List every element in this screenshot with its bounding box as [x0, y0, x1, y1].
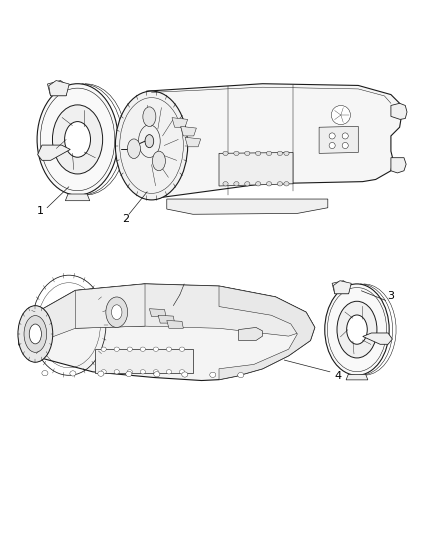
Ellipse shape — [238, 373, 244, 378]
Ellipse shape — [53, 105, 102, 174]
Ellipse shape — [182, 372, 188, 377]
Text: 4: 4 — [334, 371, 341, 381]
Polygon shape — [319, 126, 358, 154]
Polygon shape — [332, 281, 350, 294]
Ellipse shape — [234, 151, 239, 156]
Polygon shape — [38, 145, 70, 160]
Ellipse shape — [284, 182, 289, 186]
Ellipse shape — [140, 370, 145, 374]
Ellipse shape — [342, 133, 348, 139]
Ellipse shape — [37, 84, 118, 195]
Ellipse shape — [166, 347, 172, 351]
Polygon shape — [167, 199, 328, 214]
Ellipse shape — [245, 151, 250, 156]
Ellipse shape — [126, 372, 132, 377]
Text: 2: 2 — [122, 214, 129, 224]
Ellipse shape — [114, 370, 119, 374]
Ellipse shape — [153, 347, 159, 351]
Text: 3: 3 — [388, 291, 394, 301]
Polygon shape — [147, 84, 402, 199]
Ellipse shape — [106, 297, 127, 327]
Polygon shape — [219, 152, 293, 186]
Ellipse shape — [70, 371, 76, 376]
Ellipse shape — [255, 151, 261, 156]
Ellipse shape — [234, 182, 239, 186]
Ellipse shape — [152, 151, 166, 171]
Ellipse shape — [116, 91, 187, 200]
Polygon shape — [65, 194, 90, 201]
Ellipse shape — [101, 347, 106, 351]
Polygon shape — [391, 103, 407, 119]
Ellipse shape — [325, 284, 389, 375]
Text: 1: 1 — [37, 206, 44, 216]
Polygon shape — [185, 137, 201, 147]
Ellipse shape — [127, 139, 141, 158]
Ellipse shape — [145, 135, 154, 148]
Ellipse shape — [255, 182, 261, 186]
Ellipse shape — [329, 142, 335, 149]
Polygon shape — [219, 286, 315, 379]
Polygon shape — [172, 118, 187, 127]
Polygon shape — [95, 349, 193, 373]
Ellipse shape — [342, 142, 348, 149]
Ellipse shape — [140, 347, 145, 351]
Ellipse shape — [277, 151, 283, 156]
Polygon shape — [346, 374, 368, 380]
Ellipse shape — [18, 305, 53, 362]
Polygon shape — [19, 284, 315, 381]
Ellipse shape — [153, 370, 159, 374]
Ellipse shape — [127, 347, 132, 351]
Ellipse shape — [112, 305, 122, 320]
Ellipse shape — [284, 151, 289, 156]
Polygon shape — [391, 158, 406, 173]
Ellipse shape — [114, 347, 119, 351]
Ellipse shape — [101, 370, 106, 374]
Polygon shape — [167, 320, 184, 328]
Polygon shape — [158, 315, 175, 323]
Ellipse shape — [223, 151, 228, 156]
Ellipse shape — [143, 107, 156, 126]
Ellipse shape — [64, 122, 91, 157]
Ellipse shape — [337, 301, 377, 358]
Polygon shape — [363, 333, 392, 344]
Ellipse shape — [346, 315, 367, 344]
Ellipse shape — [180, 347, 185, 351]
Ellipse shape — [329, 133, 335, 139]
Ellipse shape — [266, 182, 272, 186]
Polygon shape — [49, 80, 69, 96]
Polygon shape — [25, 284, 315, 347]
Ellipse shape — [42, 370, 48, 376]
Ellipse shape — [24, 316, 47, 352]
Ellipse shape — [98, 371, 104, 376]
Ellipse shape — [245, 182, 250, 186]
Polygon shape — [75, 284, 145, 328]
Ellipse shape — [166, 370, 172, 374]
Ellipse shape — [210, 372, 216, 377]
Polygon shape — [333, 281, 351, 294]
Ellipse shape — [154, 372, 160, 377]
Polygon shape — [47, 80, 68, 96]
Ellipse shape — [266, 151, 272, 156]
Ellipse shape — [180, 370, 185, 374]
Polygon shape — [181, 126, 196, 136]
Ellipse shape — [277, 182, 283, 186]
Ellipse shape — [29, 324, 42, 344]
Polygon shape — [149, 309, 166, 317]
Ellipse shape — [331, 106, 350, 125]
Polygon shape — [239, 327, 262, 341]
Ellipse shape — [127, 370, 132, 374]
Ellipse shape — [223, 182, 228, 186]
